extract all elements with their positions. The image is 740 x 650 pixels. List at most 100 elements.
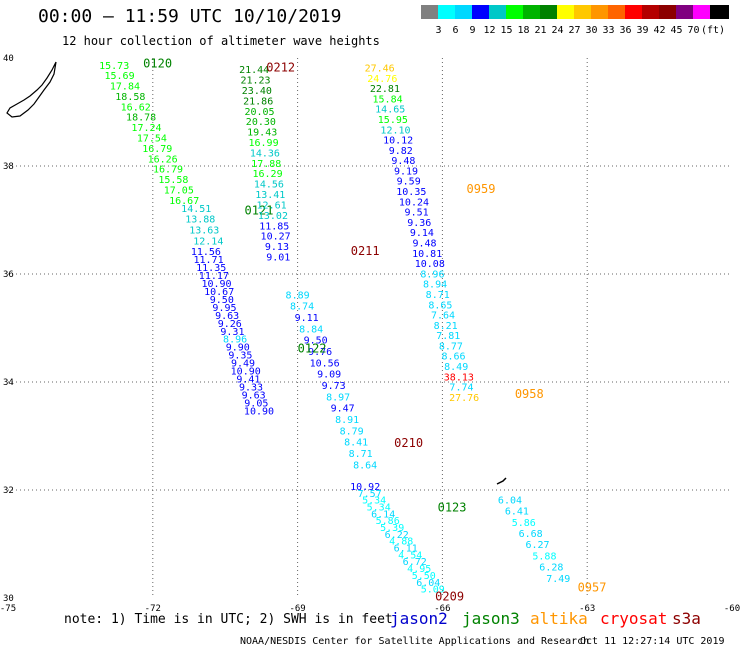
wave-height-value: 12.10 (380, 125, 410, 136)
legend-jason2: jason2 (390, 609, 448, 628)
wave-height-value: 9.11 (295, 313, 319, 324)
wave-height-value: 9.63 (242, 390, 266, 401)
y-tick-label: 32 (3, 486, 14, 496)
legend-swatch (489, 5, 508, 19)
pass-time-label: 0122 (298, 341, 327, 355)
wave-height-value: 9.05 (244, 398, 268, 409)
pass-time-label: 0123 (438, 501, 467, 515)
wave-height-value: 7.49 (546, 574, 570, 585)
legend-label: 9 (469, 25, 476, 36)
wave-height-value: 9.51 (405, 208, 429, 219)
legend-label: 27 (568, 25, 581, 36)
x-tick-label: -69 (289, 604, 305, 614)
wave-height-value: 4.54 (398, 550, 422, 561)
wave-height-value: 9.59 (397, 177, 421, 188)
wave-height-value: 10.35 (396, 187, 426, 198)
pass-time-label: 0209 (435, 590, 464, 604)
wave-height-value: 8.41 (344, 438, 368, 449)
wave-height-value: 21.44 (239, 65, 269, 76)
wave-height-value: 9.01 (266, 253, 290, 264)
wave-height-value: 8.65 (428, 300, 452, 311)
legend-swatch (659, 5, 678, 19)
wave-height-value: 10.81 (412, 249, 442, 260)
wave-height-value: 8.96 (223, 335, 247, 346)
wave-height-value: 11.17 (199, 271, 229, 282)
wave-height-value: 15.95 (378, 115, 408, 126)
wave-height-value: 21.86 (243, 96, 273, 107)
wave-height-value: 15.73 (99, 61, 129, 72)
wave-height-value: 9.48 (391, 156, 415, 167)
legend-label: 6 (452, 25, 459, 36)
wave-height-value: 8.79 (340, 426, 364, 437)
legend-label: 42 (653, 25, 666, 36)
wave-height-value: 16.26 (148, 154, 178, 165)
wave-height-value: 9.73 (322, 381, 346, 392)
legend-label: 3 (435, 25, 442, 36)
wave-height-value: 8.71 (426, 290, 450, 301)
pass-time-label: 0959 (467, 182, 496, 196)
wave-height-value: 20.05 (244, 107, 274, 118)
wave-height-value: 8.91 (335, 415, 359, 426)
wave-height-value: 9.13 (265, 242, 289, 253)
wave-height-value: 8.84 (299, 324, 323, 335)
legend-label: 36 (619, 25, 632, 36)
wave-height-value: 18.58 (115, 92, 145, 103)
wave-height-value: 14.36 (250, 148, 280, 159)
legend-label: 45 (670, 25, 683, 36)
wave-height-value: 9.48 (412, 238, 436, 249)
y-tick-label: 38 (3, 162, 14, 172)
x-tick-label: -72 (145, 604, 161, 614)
wave-height-value: 6.27 (526, 540, 550, 551)
legend-swatch (574, 5, 593, 19)
wave-height-value: 22.81 (370, 84, 400, 95)
wave-height-value: 9.33 (239, 383, 263, 394)
wave-height-value: 6.68 (519, 529, 543, 540)
wave-height-value: 9.35 (228, 351, 252, 362)
pass-time-label: 0121 (245, 204, 274, 218)
wave-height-value: 9.47 (331, 404, 355, 415)
wave-height-value: 9.36 (407, 218, 431, 229)
pass-time-label: 0957 (578, 581, 607, 595)
wave-height-value: 5.09 (421, 585, 445, 596)
chart-title: 00:00 – 11:59 UTC 10/10/2019 (38, 6, 342, 27)
wave-height-value: 10.24 (399, 197, 429, 208)
wave-height-value: 16.29 (253, 169, 283, 180)
wave-height-value: 9.26 (218, 319, 242, 330)
wave-height-value: 15.58 (158, 175, 188, 186)
wave-height-value: 6.14 (371, 509, 395, 520)
wave-height-value: 5.86 (512, 518, 536, 529)
wave-height-value: 8.77 (439, 341, 463, 352)
wave-height-value: 6.72 (403, 557, 427, 568)
wave-height-value: 18.78 (126, 113, 156, 124)
wave-height-value: 8.64 (353, 460, 377, 471)
wave-height-value: 14.65 (375, 105, 405, 116)
wave-height-value: 10.67 (204, 287, 234, 298)
legend-label: 12 (483, 25, 496, 36)
timestamp-text: Oct 11 12:27:14 UTC 2019 (580, 636, 725, 647)
wave-height-value: 7.74 (449, 383, 473, 394)
wave-height-value: 13.63 (189, 226, 219, 237)
wave-height-value: 9.82 (389, 146, 413, 157)
wave-height-value: 9.50 (210, 295, 234, 306)
wave-height-value: 17.24 (131, 123, 161, 134)
wave-height-value: 21.23 (240, 76, 270, 87)
wave-height-value: 8.21 (434, 321, 458, 332)
pass-time-label: 0210 (394, 436, 423, 450)
legend-swatch (557, 5, 576, 19)
wave-height-value: 14.56 (254, 180, 284, 191)
wave-height-value: 12.14 (193, 236, 223, 247)
pass-time-label: 0212 (266, 61, 295, 75)
wave-height-value: 8.97 (326, 392, 350, 403)
wave-height-value: 27.76 (449, 393, 479, 404)
wave-height-value: 9.19 (394, 166, 418, 177)
wave-height-value: 6.28 (539, 563, 563, 574)
legend-label: 21 (534, 25, 547, 36)
wave-height-value: 5.50 (412, 571, 436, 582)
wave-height-value: 9.09 (317, 370, 341, 381)
wave-height-value: 8.96 (420, 269, 444, 280)
wave-height-value: 11.56 (191, 247, 221, 258)
wave-height-value: 9.49 (231, 359, 255, 370)
wave-height-value: 9.63 (215, 311, 239, 322)
wave-height-value: 11.35 (196, 263, 226, 274)
